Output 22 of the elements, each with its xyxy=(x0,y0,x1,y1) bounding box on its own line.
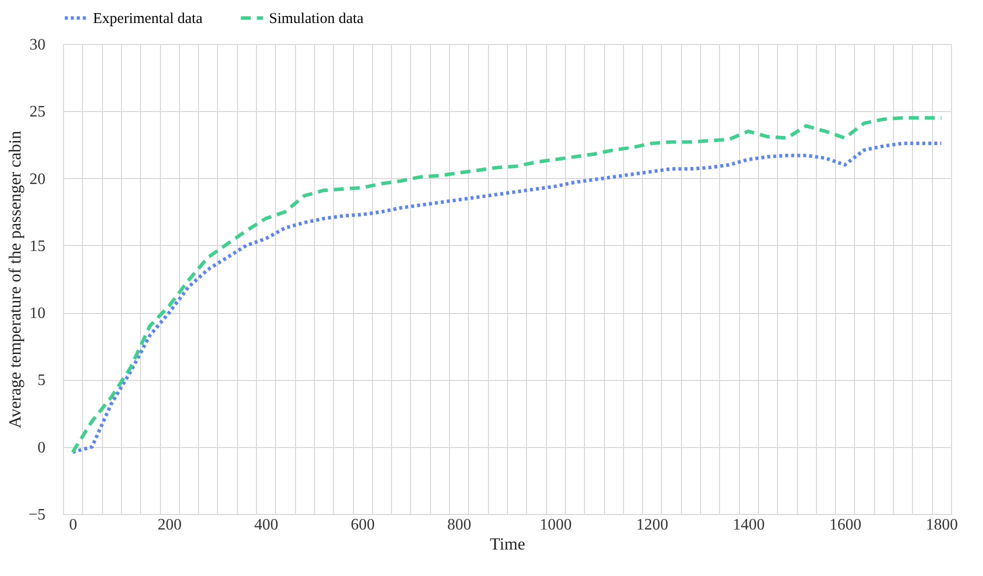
y-tick-label: 15 xyxy=(30,238,46,255)
x-tick-label: 1600 xyxy=(829,516,862,534)
x-tick-label: 400 xyxy=(254,516,278,534)
x-tick-label: 1800 xyxy=(926,516,958,534)
x-tick-label: 600 xyxy=(350,516,375,534)
x-tick-label: 1200 xyxy=(636,516,668,534)
y-tick-label: 20 xyxy=(30,170,46,188)
y-tick-label: 0 xyxy=(38,439,46,456)
x-tick-label: 1400 xyxy=(732,516,765,534)
y-tick-label: 30 xyxy=(30,36,46,54)
y-tick-label: 10 xyxy=(30,305,46,322)
x-axis-title: Time xyxy=(490,534,526,554)
x-tick-label: 200 xyxy=(158,516,182,534)
x-tick-label: 0 xyxy=(69,516,78,534)
y-tick-label: 25 xyxy=(30,104,46,121)
legend-label: Simulation data xyxy=(269,11,364,27)
x-tick-label: 1000 xyxy=(540,516,572,534)
y-axis-title: Average temperature of the passenger cabin xyxy=(5,130,24,428)
legend-label: Experimental data xyxy=(93,11,203,27)
y-tick-label: 5 xyxy=(38,372,46,390)
y-tick-label: −5 xyxy=(28,506,46,524)
x-tick-label: 800 xyxy=(447,516,472,534)
